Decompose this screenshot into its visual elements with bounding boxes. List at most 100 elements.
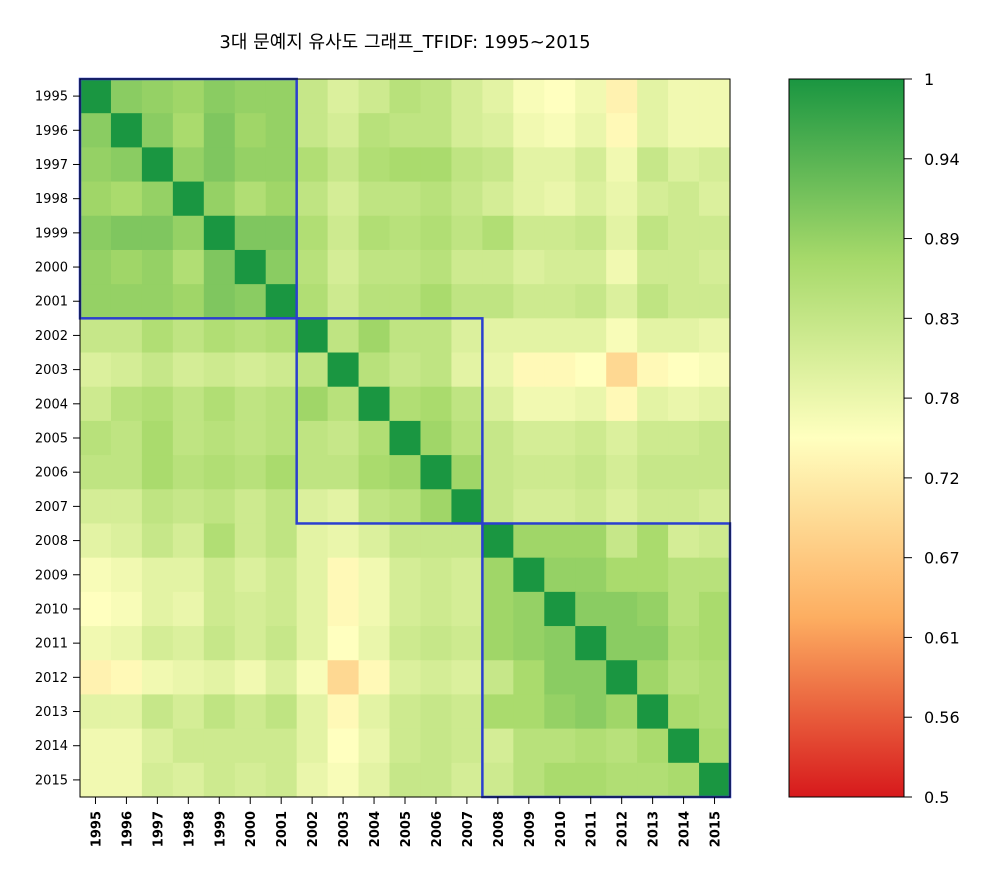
heatmap-cell-2005-1998 [172, 420, 205, 456]
x-tick-label: 2007 [461, 811, 476, 847]
heatmap-cell-2001-2015 [699, 284, 731, 319]
heatmap-cell-1995-1998 [172, 79, 205, 114]
heatmap-cell-2005-2001 [265, 420, 298, 456]
heatmap-cell-1997-2001 [265, 147, 298, 183]
heatmap-cell-2008-2008 [482, 523, 514, 559]
heatmap-cell-2004-2005 [389, 386, 422, 422]
heatmap-cell-2008-1996 [110, 523, 143, 559]
heatmap-cell-2014-2004 [358, 728, 391, 764]
heatmap-cell-1997-2013 [637, 147, 669, 183]
heatmap-cell-2011-2013 [637, 626, 669, 661]
heatmap-cell-2005-2009 [513, 420, 545, 456]
heatmap-cell-2012-2002 [296, 660, 329, 696]
heatmap-cell-2008-2003 [327, 523, 360, 559]
heatmap-cell-1999-2015 [699, 215, 731, 251]
x-tick-label: 1999 [213, 811, 228, 847]
heatmap-cell-2001-2000 [234, 284, 267, 319]
heatmap-cell-2008-2011 [575, 523, 607, 559]
x-tick-label: 2005 [399, 811, 414, 847]
heatmap-cell-1996-1995 [80, 113, 112, 148]
heatmap-cell-2010-2010 [544, 591, 576, 627]
heatmap-cell-2014-2008 [482, 728, 514, 764]
heatmap-cell-2001-2014 [668, 284, 700, 319]
heatmap-cell-2015-1996 [110, 762, 143, 798]
heatmap-cell-1998-1995 [80, 181, 112, 217]
heatmap-cell-1996-1996 [110, 113, 143, 148]
heatmap-cell-1996-2008 [482, 113, 514, 148]
heatmap-cell-2011-2012 [606, 626, 638, 661]
heatmap-cell-2005-1997 [141, 420, 174, 456]
heatmap-cell-2009-2001 [265, 557, 298, 593]
heatmap-cell-2009-1999 [203, 557, 236, 593]
heatmap-cell-2011-1996 [110, 626, 143, 661]
heatmap-cell-2006-2007 [451, 455, 483, 490]
heatmap-cell-2012-2006 [420, 660, 453, 696]
heatmap-cell-1995-1996 [110, 79, 143, 114]
heatmap-cell-2005-1999 [203, 420, 236, 456]
heatmap-cell-2010-1995 [80, 591, 112, 627]
heatmap-cell-2014-2009 [513, 728, 545, 764]
heatmap-cell-2000-2013 [637, 249, 669, 285]
heatmap-cell-2003-2003 [327, 352, 360, 388]
y-tick-label: 2000 [35, 261, 68, 276]
heatmap-cell-2015-2012 [606, 762, 638, 798]
heatmap-cell-2002-2002 [296, 318, 329, 354]
heatmap-cell-2000-2009 [513, 249, 545, 285]
heatmap-cell-2013-2011 [575, 694, 607, 730]
heatmap-cell-2014-2002 [296, 728, 329, 764]
colorbar-tick-label: 0.67 [924, 549, 960, 568]
colorbar-tick-label: 0.78 [924, 389, 960, 408]
x-tick-label: 2002 [306, 811, 321, 847]
heatmap-cell-1995-2006 [420, 79, 453, 114]
heatmap-cell-2004-2014 [668, 386, 700, 422]
heatmap-cell-2006-2012 [606, 455, 638, 490]
heatmap-cell-2002-1995 [80, 318, 112, 354]
heatmap-cell-2002-2010 [544, 318, 576, 354]
heatmap-cell-2005-2007 [451, 420, 483, 456]
heatmap-cell-2009-2011 [575, 557, 607, 593]
heatmap-cell-2001-1995 [80, 284, 112, 319]
heatmap-cell-2015-2003 [327, 762, 360, 798]
heatmap-cell-1996-2001 [265, 113, 298, 148]
heatmap-cell-1999-2010 [544, 215, 576, 251]
heatmap-cell-2007-2006 [420, 489, 453, 525]
heatmap-cell-1998-2005 [389, 181, 422, 217]
heatmap-cell-2011-2004 [358, 626, 391, 661]
heatmap-cell-2015-2010 [544, 762, 576, 798]
heatmap-cell-1997-1999 [203, 147, 236, 183]
heatmap-cell-2001-1996 [110, 284, 143, 319]
heatmap-cell-1997-2008 [482, 147, 514, 183]
heatmap-cell-2005-2013 [637, 420, 669, 456]
heatmap-cell-1999-1998 [172, 215, 205, 251]
heatmap-cell-2003-1998 [172, 352, 205, 388]
heatmap-cell-2006-2002 [296, 455, 329, 490]
heatmap-cell-2002-2012 [606, 318, 638, 354]
heatmap-cell-1995-1999 [203, 79, 236, 114]
heatmap-cell-2013-1998 [172, 694, 205, 730]
heatmap-cell-2010-2001 [265, 591, 298, 627]
heatmap-cell-2012-1997 [141, 660, 174, 696]
heatmap-cell-2014-2010 [544, 728, 576, 764]
heatmap-cell-1998-2004 [358, 181, 391, 217]
heatmap-cell-2001-2012 [606, 284, 638, 319]
heatmap-cell-2001-2002 [296, 284, 329, 319]
heatmap-cell-2002-2013 [637, 318, 669, 354]
heatmap-cell-2002-1998 [172, 318, 205, 354]
heatmap-cell-2002-2014 [668, 318, 700, 354]
heatmap-cell-2006-2004 [358, 455, 391, 490]
heatmap-cell-1996-2015 [699, 113, 731, 148]
heatmap-cell-2002-2009 [513, 318, 545, 354]
heatmap-cell-2014-2001 [265, 728, 298, 764]
heatmap-cell-2008-1999 [203, 523, 236, 559]
heatmap-cell-1997-1997 [141, 147, 174, 183]
heatmap-cell-2003-2001 [265, 352, 298, 388]
heatmap-cell-1995-2002 [296, 79, 329, 114]
heatmap-cell-2008-2007 [451, 523, 483, 559]
x-tick-label: 2001 [275, 811, 290, 847]
heatmap-cell-1998-2008 [482, 181, 514, 217]
heatmap-cell-1997-2014 [668, 147, 700, 183]
heatmap-cell-2000-2010 [544, 249, 576, 285]
heatmap-cell-2001-2005 [389, 284, 422, 319]
heatmap-cell-2002-1999 [203, 318, 236, 354]
heatmap-cell-1998-2011 [575, 181, 607, 217]
